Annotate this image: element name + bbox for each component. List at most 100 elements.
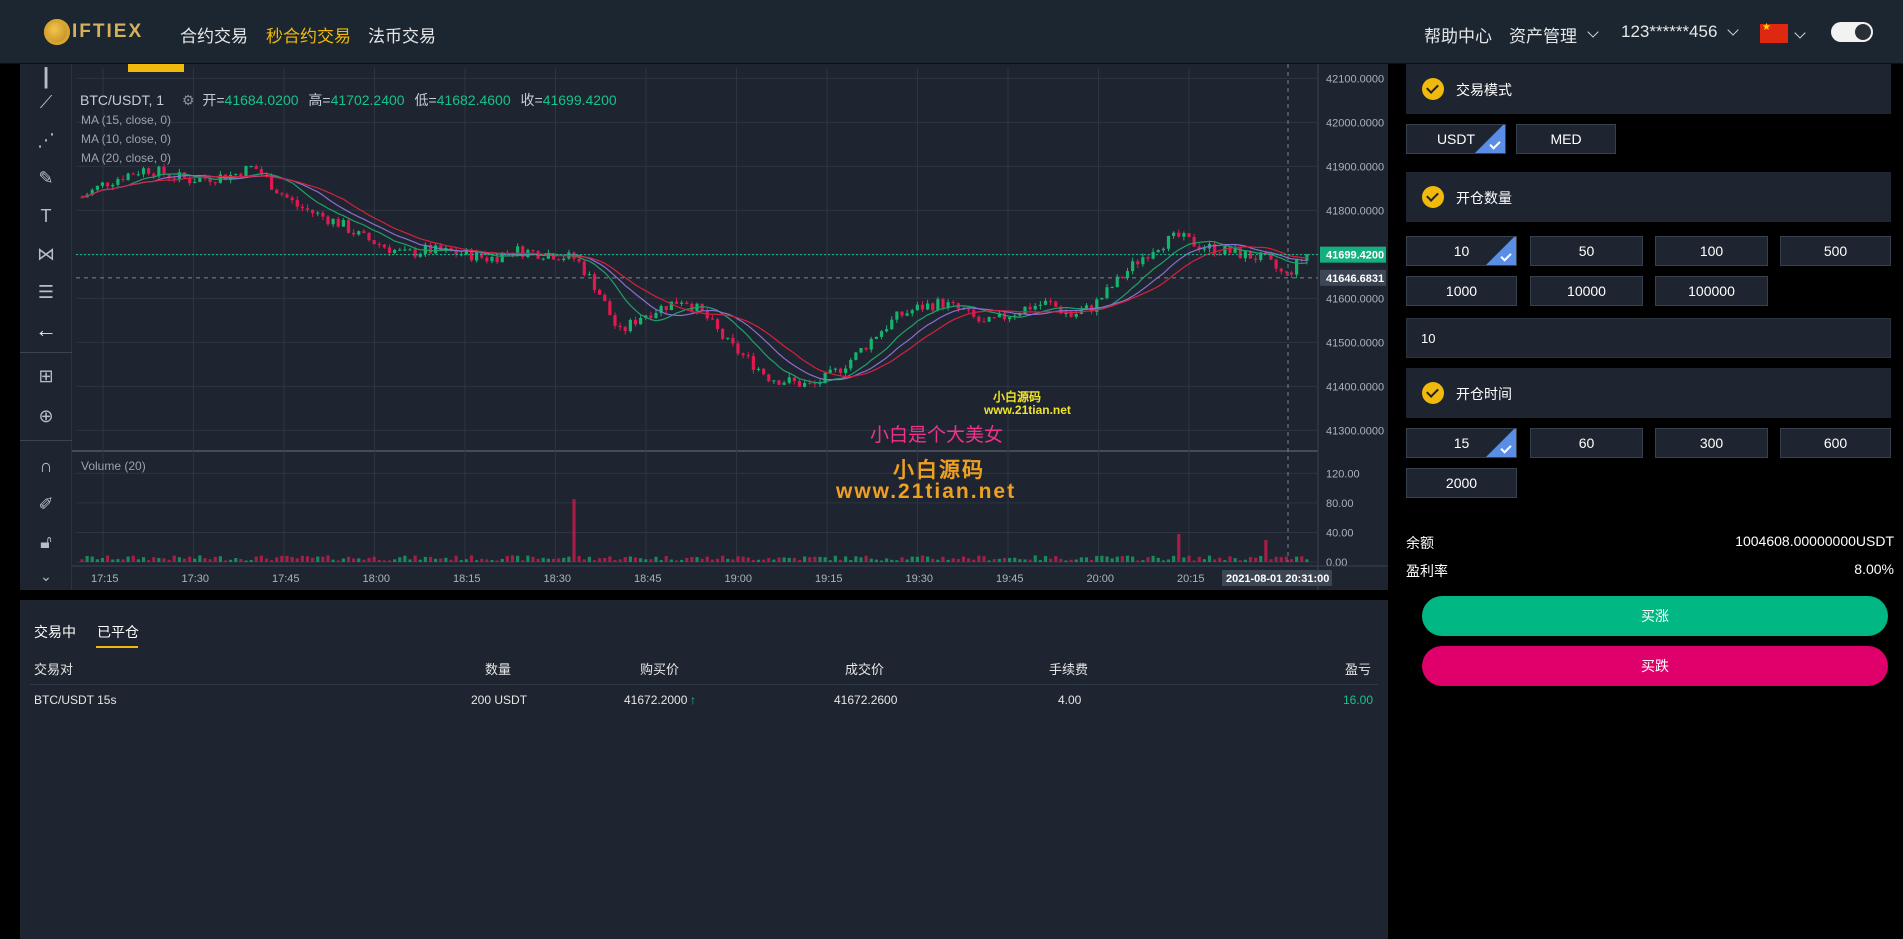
volume-bar xyxy=(218,556,222,562)
candle-body xyxy=(490,257,494,262)
candle-body xyxy=(398,249,402,251)
candle-body xyxy=(690,303,694,311)
candle-body xyxy=(475,252,479,261)
buy-up-button[interactable]: 买涨 xyxy=(1422,596,1888,636)
mode-med-button[interactable]: MED xyxy=(1516,124,1616,154)
prediction-icon[interactable]: ☰ xyxy=(37,282,55,302)
time-axis-tick: 20:15 xyxy=(1177,573,1205,585)
volume-bar xyxy=(1161,560,1165,562)
qty-input[interactable] xyxy=(1406,318,1891,358)
volume-bar xyxy=(905,559,909,562)
nav-fiat-trade[interactable]: 法币交易 xyxy=(368,27,436,46)
ma-legend-20[interactable]: MA (20, close, 0) xyxy=(81,151,172,165)
candle-body xyxy=(80,197,84,199)
candle-body xyxy=(331,218,335,225)
candle-body xyxy=(1146,257,1150,259)
chart-legend: BTC/USDT, 1 ⚙ 开=41684.0200 高=41702.2400 … xyxy=(80,90,617,110)
candle-body xyxy=(367,232,371,241)
candle-body xyxy=(90,189,94,195)
buy-down-button[interactable]: 买跌 xyxy=(1422,646,1888,686)
candle-body xyxy=(1269,254,1273,260)
volume-bar xyxy=(1084,557,1089,562)
time-option-300[interactable]: 300 xyxy=(1655,428,1768,458)
candle-body xyxy=(1166,235,1171,249)
volume-bar xyxy=(403,555,407,562)
candle-body xyxy=(1064,313,1068,315)
candle-body xyxy=(936,299,940,311)
text-tool-icon[interactable]: T xyxy=(40,206,52,226)
crosshair-price-tag-bg xyxy=(1320,269,1386,286)
nav-contract-trade[interactable]: 合约交易 xyxy=(180,27,248,46)
qty-option-500[interactable]: 500 xyxy=(1780,236,1891,266)
price-axis-tick: 41900.0000 xyxy=(1326,161,1384,173)
lock-drawing-icon[interactable]: ✐ xyxy=(38,494,54,514)
qty-option-100000[interactable]: 100000 xyxy=(1655,276,1768,306)
magnet-icon[interactable]: ∩ xyxy=(39,456,53,476)
candle-body xyxy=(428,244,433,254)
candlestick-chart[interactable]: 42100.0000 42000.0000 41900.0000 41800.0000… xyxy=(72,64,1388,590)
pattern-icon[interactable]: ⋈ xyxy=(37,244,55,264)
candle-body xyxy=(787,377,791,383)
qty-option-50[interactable]: 50 xyxy=(1530,236,1643,266)
candle-body xyxy=(239,173,243,178)
ma-legend-15[interactable]: MA (15, close, 0) xyxy=(81,113,172,127)
col-buy-price: 购买价 xyxy=(640,662,680,677)
mode-usdt-button[interactable]: USDT xyxy=(1406,124,1506,154)
volume-bar xyxy=(746,557,750,562)
nav-second-contract-trade[interactable]: 秒合约交易 xyxy=(266,27,351,46)
cell-qty: 200 USDT xyxy=(471,693,528,707)
volume-bar xyxy=(423,556,427,562)
chevron-down-icon[interactable] xyxy=(1794,27,1806,39)
nav-asset-management[interactable]: 资产管理 xyxy=(1509,22,1599,47)
candle-body xyxy=(818,383,822,385)
measure-icon[interactable]: ⊞ xyxy=(38,366,54,386)
candle-body xyxy=(111,184,115,187)
volume-legend[interactable]: Volume (20) xyxy=(81,459,146,473)
china-flag-icon[interactable] xyxy=(1760,22,1788,43)
volume-bar xyxy=(931,558,935,562)
volume-bar xyxy=(700,558,704,562)
time-option-600[interactable]: 600 xyxy=(1780,428,1891,458)
unlock-icon[interactable]: 🔓︎ xyxy=(40,532,52,552)
time-option-60[interactable]: 60 xyxy=(1530,428,1643,458)
cursor-icon[interactable]: ┃ xyxy=(40,68,52,88)
logo[interactable]: IFTIEX xyxy=(44,18,143,46)
brush-icon[interactable]: ✎ xyxy=(38,168,54,188)
zoom-in-icon[interactable]: ⊕ xyxy=(38,406,54,426)
back-arrow-icon[interactable]: ← xyxy=(35,317,57,342)
settings-icon[interactable]: ⚙ xyxy=(181,92,195,108)
volume-bar xyxy=(808,557,812,562)
qty-option-1000[interactable]: 1000 xyxy=(1406,276,1517,306)
theme-toggle[interactable] xyxy=(1831,22,1873,42)
tab-active-underline xyxy=(96,646,138,648)
volume-bar xyxy=(131,555,135,562)
candle-body xyxy=(1105,287,1109,298)
pitchfork-icon[interactable]: ⋰ xyxy=(37,130,55,150)
trend-line-icon[interactable]: ⟋ xyxy=(39,92,53,112)
volume-bar xyxy=(357,558,361,562)
candle-body xyxy=(1289,272,1294,275)
time-option-15[interactable]: 15 xyxy=(1406,428,1517,458)
trade-mode-header: 交易模式 xyxy=(1406,64,1891,114)
qty-option-100[interactable]: 100 xyxy=(1655,236,1768,266)
volume-bar xyxy=(157,557,161,562)
candle-body xyxy=(557,259,561,261)
qty-option-10[interactable]: 10 xyxy=(1406,236,1517,266)
ma-legend-10[interactable]: MA (10, close, 0) xyxy=(81,132,172,146)
chevron-down-icon xyxy=(1587,26,1599,38)
volume-bar xyxy=(1274,556,1278,562)
volume-bar xyxy=(751,559,755,562)
qty-option-10000[interactable]: 10000 xyxy=(1530,276,1643,306)
tab-closed[interactable]: 已平仓 xyxy=(97,624,139,640)
candle-body xyxy=(700,303,704,311)
candle-body xyxy=(485,257,489,262)
chevron-down-icon[interactable]: ⌄ xyxy=(40,568,52,584)
tab-trading[interactable]: 交易中 xyxy=(34,624,76,640)
balance-value: 1004608.00000000USDT xyxy=(1735,533,1894,549)
candle-body xyxy=(316,212,320,214)
volume-bar xyxy=(926,556,930,562)
nav-help-center[interactable]: 帮助中心 xyxy=(1424,27,1492,46)
volume-bar xyxy=(756,559,761,562)
nav-user-menu[interactable]: 123******456 xyxy=(1621,22,1740,42)
time-option-2000[interactable]: 2000 xyxy=(1406,468,1517,498)
